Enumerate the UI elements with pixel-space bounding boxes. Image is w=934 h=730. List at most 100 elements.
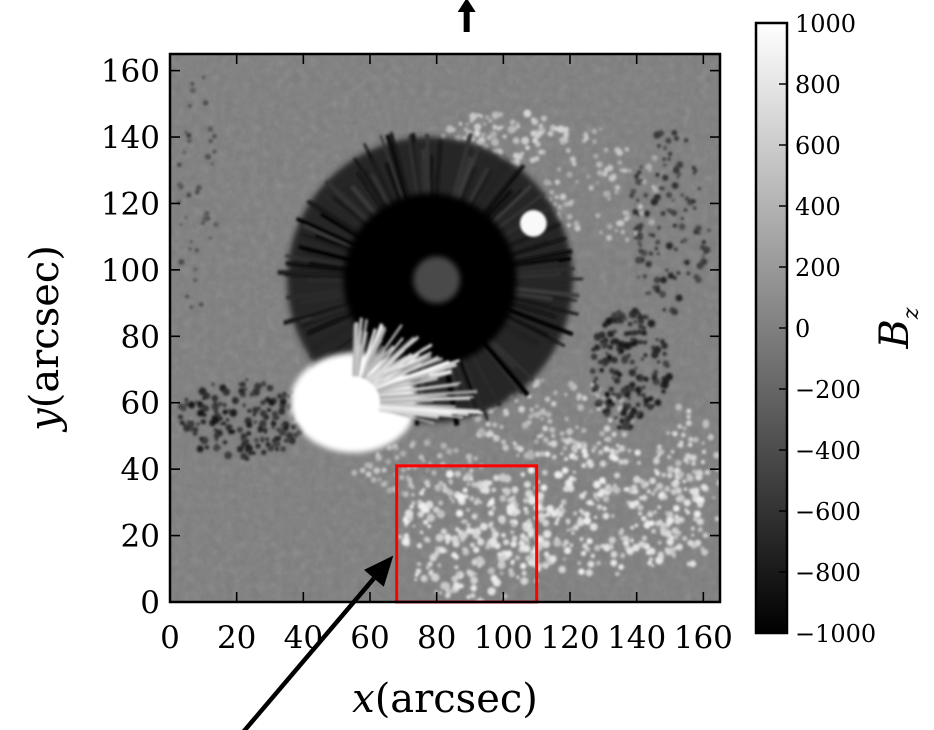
network-dot <box>661 378 669 385</box>
network-dot <box>620 408 628 417</box>
network-dot <box>648 557 654 562</box>
network-dot <box>520 545 524 550</box>
colorbar-tick-label: 200 <box>795 254 841 282</box>
network-dot <box>667 151 673 157</box>
network-dot <box>697 527 703 533</box>
network-dot <box>462 477 467 481</box>
network-dot <box>662 351 667 357</box>
network-dot <box>238 387 245 395</box>
network-dot <box>662 174 669 181</box>
filament <box>370 352 413 384</box>
network-dot <box>546 505 554 513</box>
network-dot <box>575 425 579 429</box>
network-dot <box>607 197 611 201</box>
network-dot <box>563 557 567 561</box>
network-dot <box>190 81 195 86</box>
network-dot <box>275 447 279 452</box>
colorbar-tick-label: −600 <box>795 498 861 526</box>
network-dot <box>478 597 482 601</box>
network-dot <box>689 560 697 568</box>
network-dot <box>632 209 639 215</box>
network-dot <box>538 123 544 129</box>
network-dot <box>632 342 636 347</box>
network-dot <box>604 190 611 197</box>
network-dot <box>485 544 491 550</box>
network-dot <box>247 446 253 452</box>
network-dot <box>702 254 705 258</box>
network-dot <box>214 437 219 442</box>
network-dot <box>580 550 587 556</box>
network-dot <box>683 499 691 507</box>
network-dot <box>211 402 220 411</box>
network-dot <box>469 477 474 481</box>
network-dot <box>653 468 658 473</box>
network-dot <box>487 567 495 575</box>
network-dot <box>524 510 529 515</box>
network-dot <box>421 488 426 492</box>
network-dot <box>676 543 683 551</box>
network-dot <box>656 360 661 364</box>
network-dot <box>394 455 400 460</box>
network-dot <box>212 149 217 154</box>
network-dot <box>581 427 587 434</box>
network-dot <box>666 520 672 526</box>
network-dot <box>640 249 648 257</box>
network-dot <box>554 195 559 200</box>
network-dot <box>657 454 661 458</box>
x-tick-label: 40 <box>284 620 323 656</box>
filament <box>354 317 363 377</box>
network-dot <box>596 498 600 502</box>
network-dot <box>630 337 634 342</box>
network-dot <box>637 213 641 217</box>
network-dot <box>571 161 577 167</box>
network-dot <box>608 544 614 550</box>
network-dot <box>662 308 667 312</box>
network-dot <box>570 527 574 531</box>
network-dot <box>619 536 623 540</box>
network-dot <box>478 559 486 566</box>
network-dot <box>569 543 574 547</box>
network-dot <box>573 511 578 516</box>
network-dot <box>449 496 453 500</box>
network-dot <box>543 551 550 557</box>
network-dot <box>614 229 618 232</box>
network-dot <box>365 471 372 478</box>
network-dot <box>492 422 498 428</box>
network-dot <box>213 432 220 439</box>
network-dot <box>451 575 459 583</box>
network-dot <box>655 239 661 245</box>
network-dot <box>470 592 476 599</box>
network-dot <box>637 204 644 210</box>
network-dot <box>563 539 570 546</box>
network-dot <box>481 132 485 137</box>
network-dot <box>291 424 297 430</box>
network-dot <box>601 341 609 349</box>
network-dot <box>198 302 204 307</box>
network-dot <box>211 382 215 386</box>
network-dot <box>409 504 414 509</box>
network-dot <box>523 536 530 542</box>
filament <box>500 222 561 251</box>
network-dot <box>695 225 702 232</box>
network-dot <box>571 444 579 452</box>
network-dot <box>222 403 227 408</box>
magnetogram-image <box>170 54 720 602</box>
network-dot <box>259 419 267 428</box>
network-dot <box>225 418 230 422</box>
network-dot <box>635 375 640 380</box>
network-dot <box>527 466 535 474</box>
network-dot <box>659 339 665 344</box>
network-dot <box>623 487 628 492</box>
network-dot <box>512 441 517 446</box>
network-dot <box>479 429 487 437</box>
network-dot <box>547 130 554 137</box>
network-dot <box>471 481 478 488</box>
network-dot <box>618 459 624 465</box>
network-dot <box>215 443 219 447</box>
network-dot <box>499 495 507 502</box>
network-dot <box>577 404 585 411</box>
network-dot <box>700 483 708 491</box>
network-dot <box>497 515 506 524</box>
y-tick-label: 160 <box>101 54 160 90</box>
network-dot <box>440 442 448 450</box>
